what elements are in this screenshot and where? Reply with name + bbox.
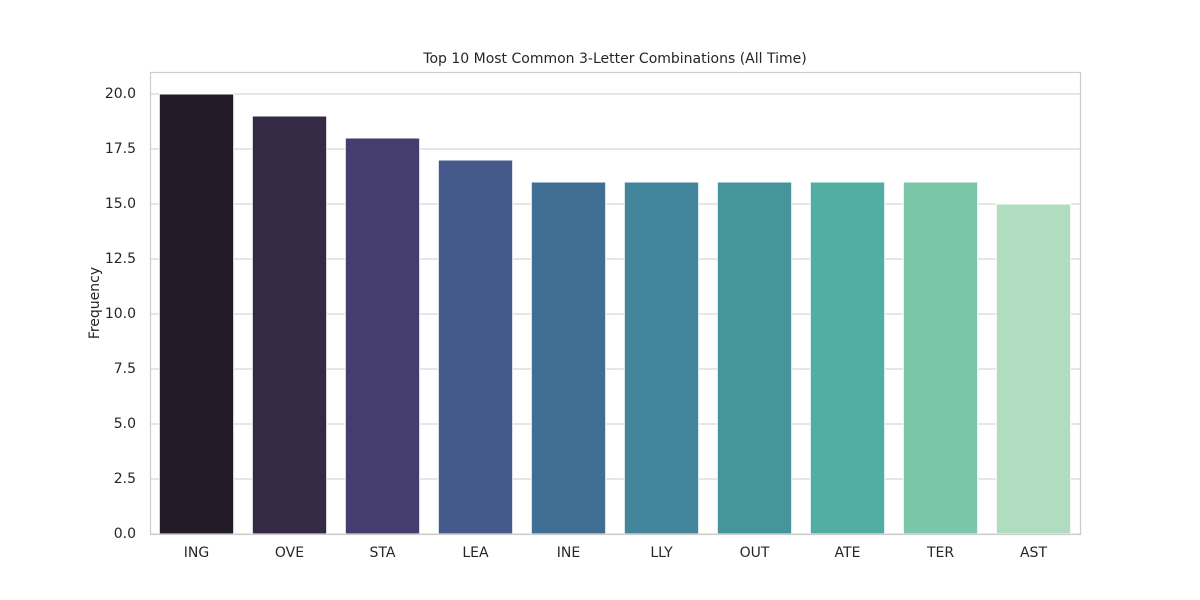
y-tick-label: 2.5: [114, 471, 136, 487]
x-tick-label: ATE: [835, 545, 861, 561]
y-axis-label: Frequency: [87, 267, 103, 339]
x-tick-label: LEA: [462, 545, 489, 561]
bar: [344, 137, 421, 535]
bar: [623, 181, 700, 535]
x-tick-label: ING: [184, 545, 209, 561]
y-tick-label: 7.5: [114, 361, 136, 377]
bar: [437, 159, 514, 535]
bar: [995, 203, 1072, 535]
x-tick-label: OUT: [740, 545, 770, 561]
x-tick-label: INE: [557, 545, 580, 561]
bar: [251, 115, 328, 535]
x-tick-label: TER: [926, 545, 954, 561]
y-tick-label: 15.0: [105, 196, 136, 212]
bar: [530, 181, 607, 535]
y-tick-label: 10.0: [105, 306, 136, 322]
chart-title: Top 10 Most Common 3-Letter Combinations…: [422, 51, 806, 67]
bar: [809, 181, 886, 535]
plot-frame: [149, 71, 1082, 536]
x-tick-label: AST: [1020, 545, 1047, 561]
x-tick-label: LLY: [650, 545, 673, 561]
bar: [158, 93, 235, 535]
y-tick-label: 5.0: [114, 416, 136, 432]
bars: [158, 93, 1072, 535]
bar: [902, 181, 979, 535]
y-tick-label: 12.5: [105, 251, 136, 267]
x-tick-label: OVE: [275, 545, 304, 561]
y-tick-label: 17.5: [105, 141, 136, 157]
y-tick-label: 0.0: [114, 526, 136, 542]
x-tick-label: STA: [370, 545, 396, 561]
bar: [716, 181, 793, 535]
y-tick-label: 20.0: [105, 86, 136, 102]
